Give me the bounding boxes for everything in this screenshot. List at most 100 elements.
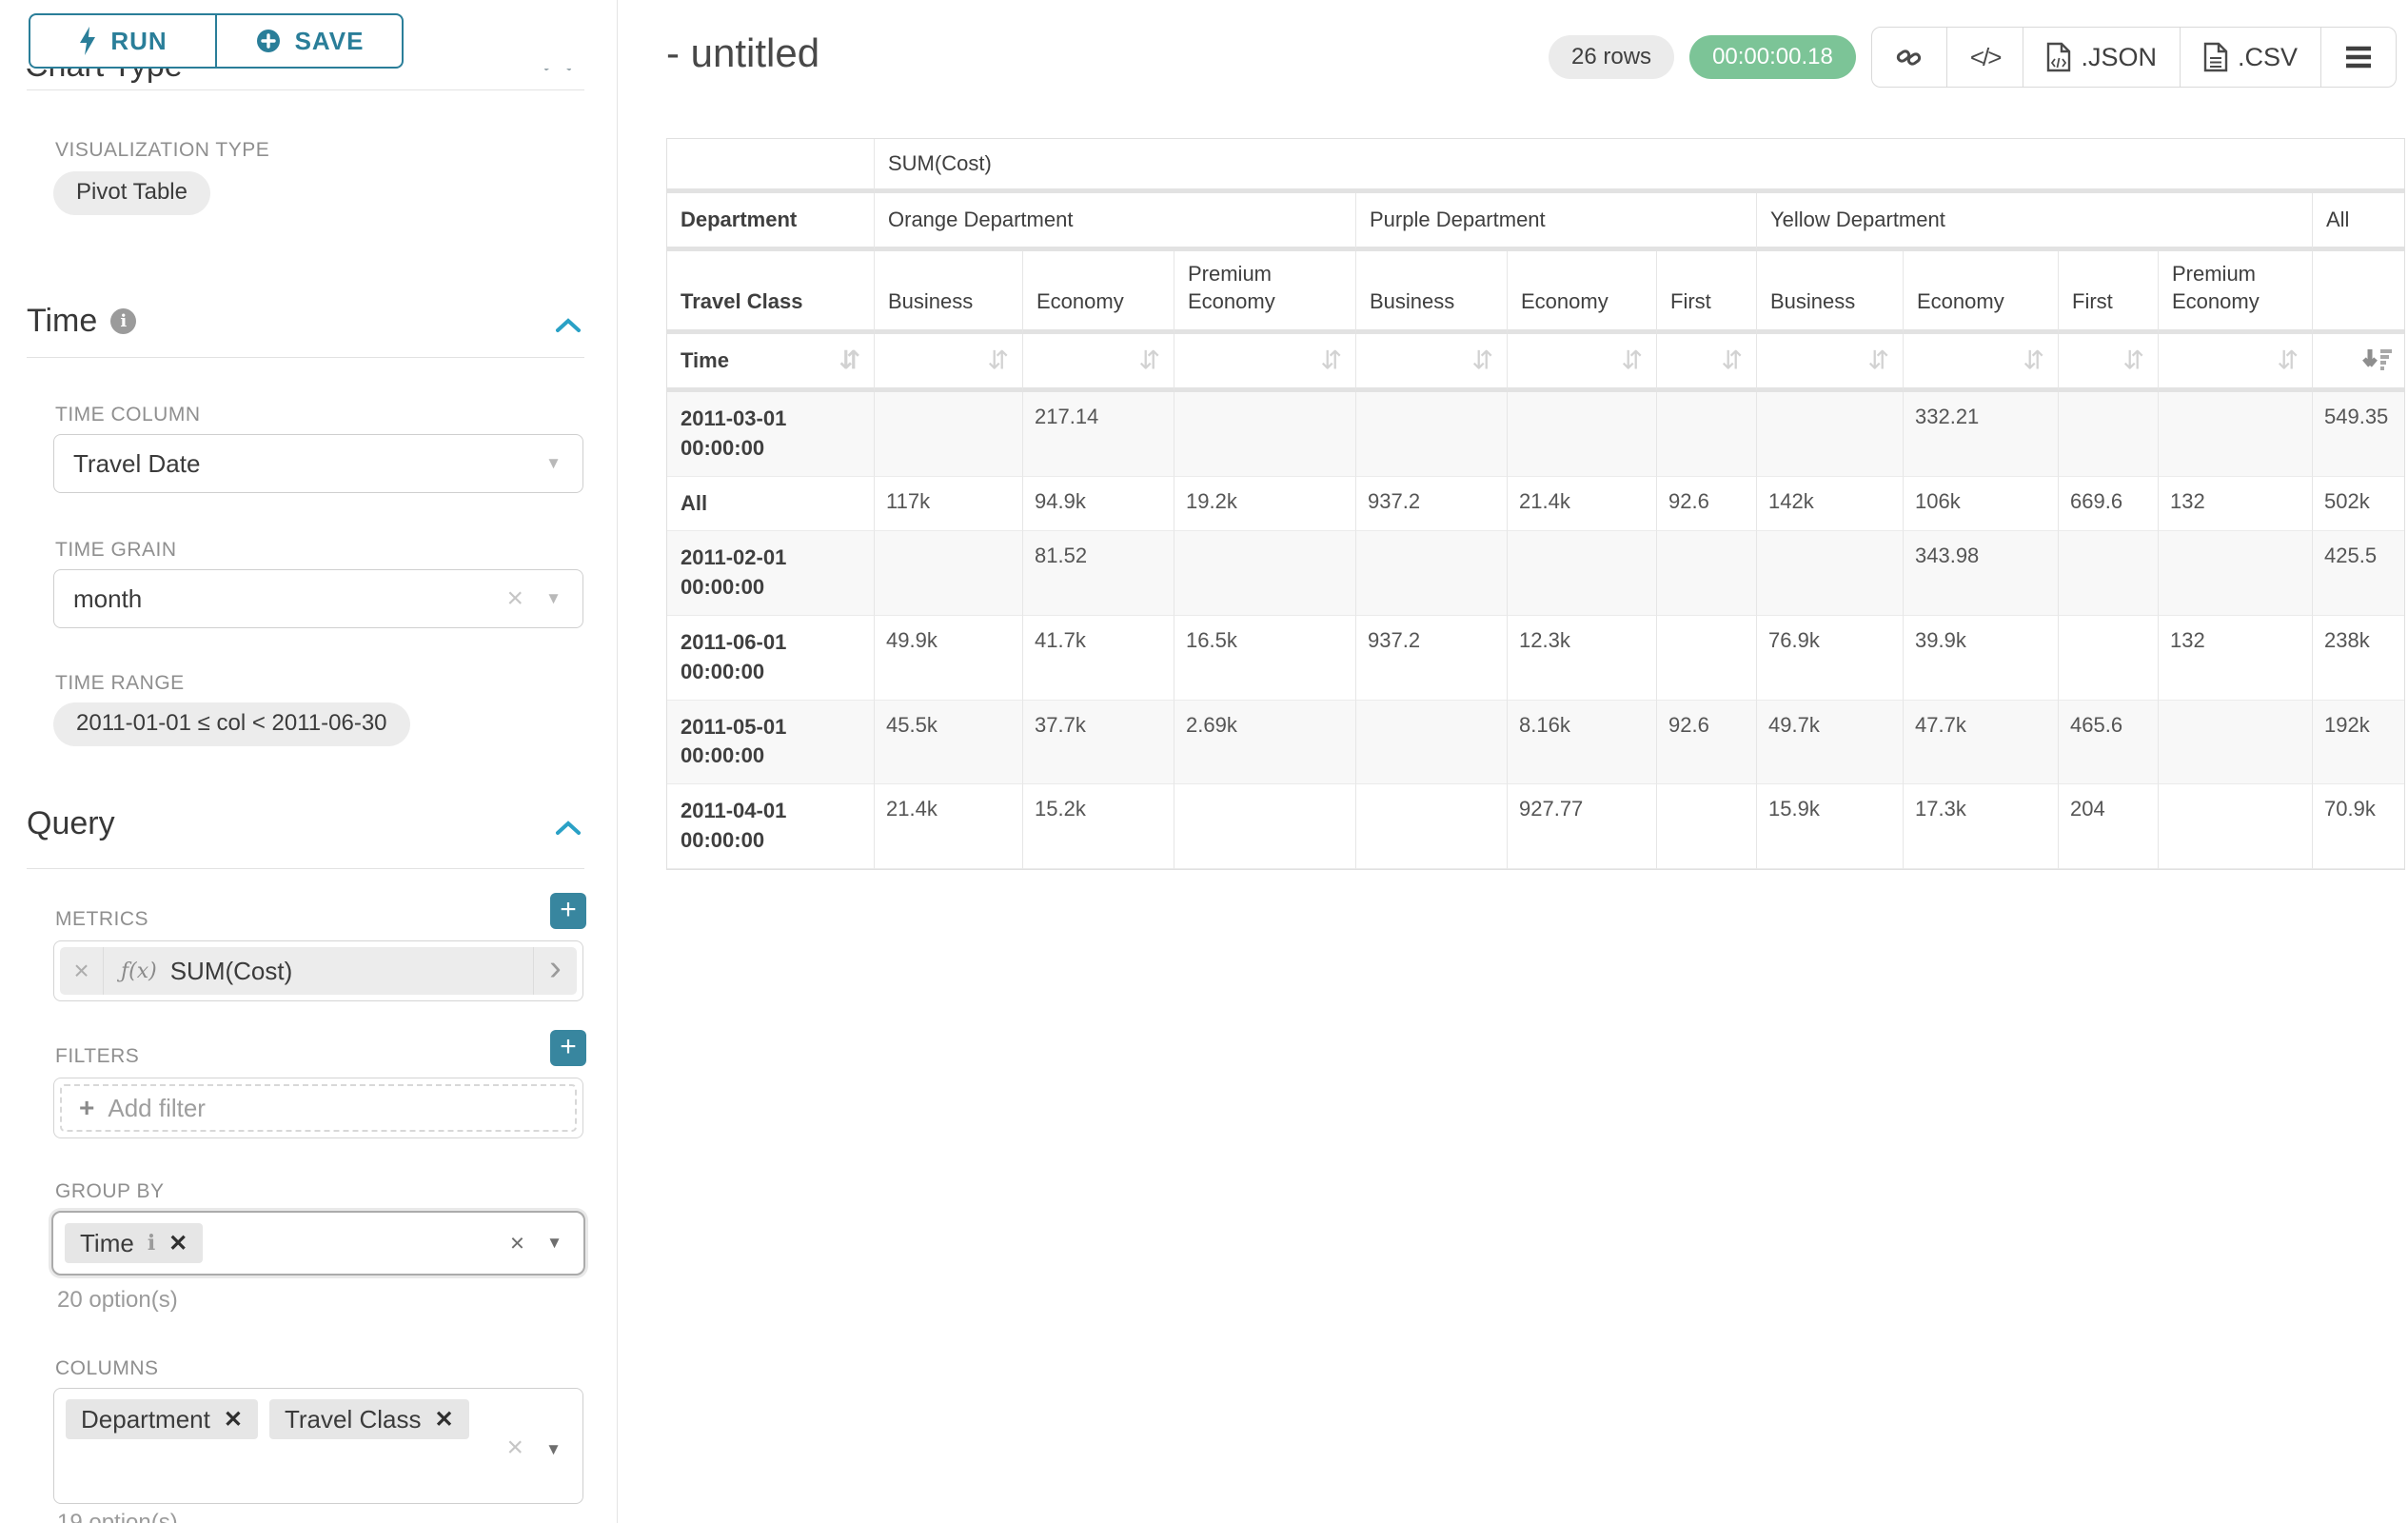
pivot-cell: 132 <box>2159 616 2313 701</box>
sort-icon[interactable]: ⇵ <box>987 346 1009 376</box>
clear-icon[interactable]: × <box>506 1432 523 1464</box>
metric-header: SUM(Cost) <box>875 139 2404 193</box>
sort-cell[interactable]: ⇵ <box>2159 334 2313 392</box>
chart-header-controls: 26 rows 00:00:00.18 </> <box>1549 27 2397 88</box>
columns-tag-travel-class[interactable]: Travel Class ✕ <box>269 1399 469 1439</box>
sort-cell[interactable]: ⇵ <box>1657 334 1757 392</box>
sort-icon[interactable]: ⇵ <box>1320 346 1342 376</box>
sort-cell[interactable]: ⇵ <box>1757 334 1904 392</box>
pivot-cell <box>1657 784 1757 869</box>
group-by-select[interactable]: Time i ✕ × ▼ <box>51 1211 585 1276</box>
pivot-cell: 41.7k <box>1023 616 1174 701</box>
plus-icon: + <box>79 1093 94 1123</box>
run-button-label: RUN <box>110 27 167 56</box>
export-json-button[interactable]: .JSON <box>2023 28 2180 87</box>
caret-down-icon[interactable]: ▼ <box>546 1234 563 1253</box>
visualization-type-pill[interactable]: Pivot Table <box>53 171 210 215</box>
pivot-cell: 106k <box>1904 477 2059 532</box>
sort-cell[interactable]: ⇵ <box>1174 334 1356 392</box>
export-csv-button[interactable]: .CSV <box>2180 28 2320 87</box>
query-section-header: Query <box>27 805 115 842</box>
chart-title[interactable]: - untitled <box>666 30 819 76</box>
chevron-up-icon[interactable] <box>554 819 582 838</box>
explore-page: Chart Type RUN SAVE <box>0 0 2408 1523</box>
sort-icon[interactable]: ⇵ <box>1621 346 1643 376</box>
department-header-row: Department Orange Department Purple Depa… <box>667 193 2404 251</box>
menu-button[interactable] <box>2320 28 2396 87</box>
time-range-pill[interactable]: 2011-01-01 ≤ col < 2011-06-30 <box>53 702 410 746</box>
sort-cell[interactable]: ⇵ <box>2059 334 2159 392</box>
time-section-title: Time <box>27 303 97 340</box>
filters-container: + Add filter <box>53 1078 583 1138</box>
run-button[interactable]: RUN <box>29 13 215 69</box>
share-link-button[interactable] <box>1872 28 1946 87</box>
sort-icon[interactable]: ⇵ <box>839 346 860 376</box>
sort-icon[interactable]: ⇵ <box>1721 346 1743 376</box>
pivot-cell: 15.2k <box>1023 784 1174 869</box>
add-filter-button[interactable]: + Add filter <box>60 1084 577 1132</box>
time-column-value: Travel Date <box>73 435 200 492</box>
view-query-button[interactable]: </> <box>1946 28 2023 87</box>
pivot-cell <box>1356 784 1508 869</box>
visualization-type-label: VISUALIZATION TYPE <box>55 139 269 162</box>
group-by-tag-time[interactable]: Time i ✕ <box>65 1223 203 1263</box>
save-button[interactable]: SAVE <box>215 13 404 69</box>
metric-pill[interactable]: × ƒ(x) SUM(Cost) › <box>60 947 577 995</box>
divider <box>27 89 584 90</box>
pivot-cell <box>1356 701 1508 785</box>
pivot-cell: 2.69k <box>1174 701 1356 785</box>
time-column-label: TIME COLUMN <box>55 404 201 426</box>
sort-cell-active[interactable] <box>2313 334 2404 392</box>
time-grain-select[interactable]: month × ▼ <box>53 569 583 628</box>
chevron-up-icon[interactable] <box>554 316 582 335</box>
pivot-cell: 204 <box>2059 784 2159 869</box>
columns-tag-department[interactable]: Department ✕ <box>66 1399 258 1439</box>
clear-icon[interactable]: × <box>506 583 523 615</box>
pivot-cell: 16.5k <box>1174 616 1356 701</box>
class-header: First <box>1657 251 1757 334</box>
remove-tag-icon[interactable]: ✕ <box>168 1230 188 1257</box>
time-row-header[interactable]: Time ⇵ <box>667 334 875 392</box>
caret-down-icon[interactable]: ▼ <box>545 1440 562 1459</box>
table-row: 2011-04-01 00:00:00 21.4k 15.2k 927.77 1… <box>667 784 2404 869</box>
time-column-select[interactable]: Travel Date ▼ <box>53 434 583 493</box>
group-header-purple: Purple Department <box>1356 193 1757 251</box>
sort-icon[interactable]: ⇵ <box>1471 346 1493 376</box>
clear-icon[interactable]: × <box>510 1229 524 1258</box>
pivot-cell: 142k <box>1757 477 1904 532</box>
sort-cell[interactable]: ⇵ <box>1356 334 1508 392</box>
remove-tag-icon[interactable]: ✕ <box>434 1406 453 1434</box>
pivot-cell <box>875 392 1023 477</box>
filters-label: FILTERS <box>55 1045 139 1068</box>
link-icon <box>1895 43 1924 71</box>
control-panel-sidebar: Chart Type RUN SAVE <box>0 0 618 1523</box>
sort-cell[interactable]: ⇵ <box>875 334 1023 392</box>
table-row: 2011-05-01 00:00:00 45.5k 37.7k 2.69k 8.… <box>667 701 2404 785</box>
pivot-cell: 927.77 <box>1508 784 1657 869</box>
pivot-cell <box>1657 616 1757 701</box>
sort-icon[interactable]: ⇵ <box>2277 346 2299 376</box>
add-metric-button[interactable]: + <box>550 893 586 929</box>
sort-cell[interactable]: ⇵ <box>1508 334 1657 392</box>
save-button-label: SAVE <box>295 27 365 56</box>
sort-cell[interactable]: ⇵ <box>1023 334 1174 392</box>
sort-icon[interactable]: ⇵ <box>1138 346 1160 376</box>
sort-icon[interactable]: ⇵ <box>2023 346 2044 376</box>
sort-icon[interactable]: ⇵ <box>2122 346 2144 376</box>
pivot-cell: 132 <box>2159 477 2313 532</box>
query-section-title: Query <box>27 805 115 842</box>
chevron-right-icon[interactable]: › <box>533 947 577 995</box>
group-header-yellow: Yellow Department <box>1757 193 2313 251</box>
sort-icon[interactable]: ⇵ <box>1867 346 1889 376</box>
pivot-table: SUM(Cost) Department Orange Department P… <box>666 138 2405 870</box>
add-filter-plus-button[interactable]: + <box>550 1030 586 1066</box>
pivot-cell: 669.6 <box>2059 477 2159 532</box>
json-file-icon <box>2046 42 2071 72</box>
code-icon: </> <box>1970 43 2001 72</box>
sort-cell[interactable]: ⇵ <box>1904 334 2059 392</box>
remove-metric-icon[interactable]: × <box>60 947 104 995</box>
pivot-cell: 21.4k <box>1508 477 1657 532</box>
pivot-cell <box>875 531 1023 616</box>
columns-select[interactable]: Department ✕ Travel Class ✕ × ▼ <box>53 1388 583 1504</box>
remove-tag-icon[interactable]: ✕ <box>224 1406 243 1434</box>
